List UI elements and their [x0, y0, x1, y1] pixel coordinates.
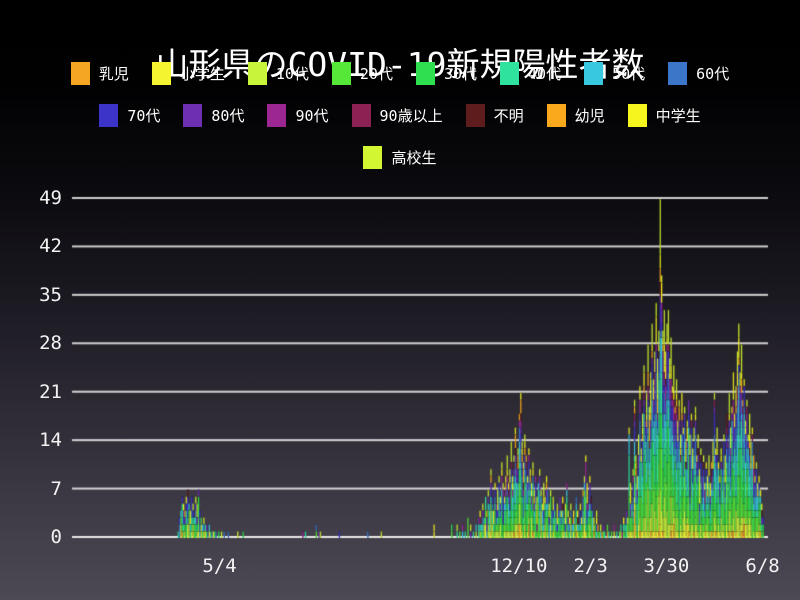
- legend-label: 乳児: [98, 64, 129, 83]
- legend-item: 高校生: [363, 145, 437, 169]
- legend-swatch-icon: [363, 145, 383, 169]
- legend-label: 高校生: [391, 148, 437, 167]
- legend-swatch-icon: [331, 61, 351, 85]
- legend-item: 60代: [668, 61, 730, 85]
- legend-swatch-icon: [546, 103, 566, 127]
- legend-swatch-icon: [668, 61, 688, 85]
- chart-title: 山形県のCOVID-19新規陽性者数: [155, 45, 645, 85]
- y-axis-tick-label: 42: [39, 235, 62, 258]
- legend-item: 幼児: [546, 103, 605, 127]
- legend-item: 50代: [584, 61, 646, 85]
- legend-item: 不明: [465, 103, 524, 127]
- y-axis-tick-label: 14: [39, 429, 62, 452]
- x-axis-tick-label: 5/4: [202, 555, 237, 577]
- legend-item: 中学生: [627, 103, 701, 127]
- legend-swatch-icon: [183, 103, 203, 127]
- legend-item: 90歳以上: [351, 103, 443, 127]
- legend-item: 乳児: [70, 61, 129, 85]
- legend-swatch-icon: [627, 103, 647, 127]
- y-axis-tick-label: 7: [50, 477, 62, 500]
- x-axis-tick-label: 12/10: [490, 555, 548, 577]
- legend-swatch-icon: [415, 61, 435, 85]
- legend-label: 40代: [528, 64, 562, 83]
- legend-swatch-icon: [584, 61, 604, 85]
- legend-item: 20代: [331, 61, 393, 85]
- legend-swatch-icon: [351, 103, 371, 127]
- legend-swatch-icon: [70, 61, 90, 85]
- legend-label: 中学生: [655, 106, 701, 125]
- x-axis-tick-label: 6/8: [745, 555, 780, 577]
- legend-label: 不明: [493, 106, 524, 125]
- legend-swatch-icon: [99, 103, 119, 127]
- legend-item: 40代: [500, 61, 562, 85]
- legend-swatch-icon: [465, 103, 485, 127]
- legend-row: 乳児 小学生 10代 20代 30代 40代 50代 60代: [0, 61, 800, 85]
- legend-item: 80代: [183, 103, 245, 127]
- chart-legend: 乳児 小学生 10代 20代 30代 40代 50代 60代 70代 80代 90代 90歳以上 不明 幼…: [0, 61, 800, 187]
- legend-row: 高校生: [0, 145, 800, 169]
- legend-item: 30代: [415, 61, 478, 85]
- y-axis-tick-label: 35: [39, 283, 62, 306]
- legend-label: 90歳以上: [379, 106, 443, 125]
- legend-label: 10代: [275, 64, 309, 83]
- legend-label: 60代: [696, 64, 730, 83]
- legend-label: 80代: [211, 106, 245, 125]
- legend-label: 小学生: [179, 64, 225, 83]
- legend-label: 20代: [359, 64, 393, 83]
- legend-swatch-icon: [267, 103, 287, 127]
- legend-label: 90代: [295, 106, 329, 125]
- legend-swatch-icon: [500, 61, 520, 85]
- legend-swatch-icon: [151, 61, 171, 85]
- legend-swatch-icon: [247, 61, 267, 85]
- legend-label: 50代: [612, 64, 646, 83]
- y-axis-tick-label: 0: [50, 526, 62, 548]
- y-axis-tick-label: 28: [39, 332, 62, 355]
- legend-label: 30代: [443, 64, 478, 83]
- legend-item: 90代: [267, 103, 329, 127]
- y-axis-tick-label: 49: [39, 187, 62, 209]
- x-axis-tick-label: 2/3: [573, 555, 608, 577]
- legend-item: 70代: [99, 103, 161, 127]
- x-axis-tick-label: 3/30: [643, 555, 690, 577]
- legend-label: 70代: [127, 106, 161, 125]
- legend-row: 70代 80代 90代 90歳以上 不明 幼児 中学生: [0, 103, 800, 127]
- legend-item: 小学生: [151, 61, 225, 85]
- legend-item: 10代: [247, 61, 309, 85]
- y-axis-tick-label: 21: [39, 380, 62, 403]
- legend-label: 幼児: [574, 106, 605, 125]
